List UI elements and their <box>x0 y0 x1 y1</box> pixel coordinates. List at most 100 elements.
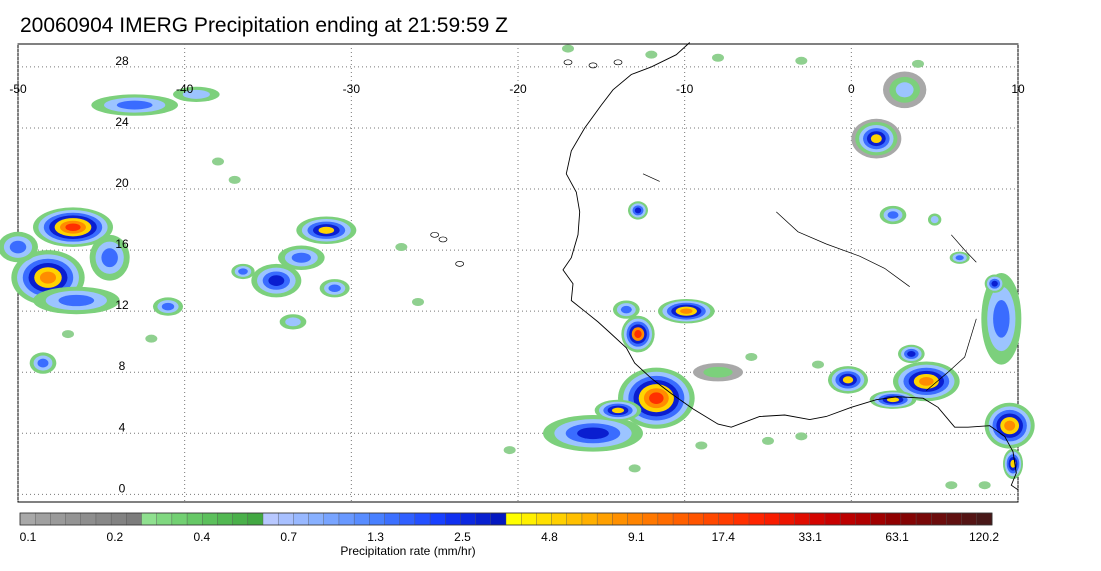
lon-tick-label: -10 <box>676 82 694 96</box>
colorbar-cell <box>657 512 674 526</box>
colorbar-tick-label: 0.1 <box>20 530 37 544</box>
rain-contour <box>919 377 934 386</box>
rain-contour <box>101 248 118 268</box>
coastline <box>430 42 1019 491</box>
colorbar-tick-label: 0.4 <box>193 530 210 544</box>
colorbar-cell <box>369 512 385 526</box>
colorbar-cell <box>551 512 568 526</box>
rain-contour <box>285 317 301 327</box>
lat-tick-label: 8 <box>119 359 126 373</box>
rain-contour <box>116 100 153 110</box>
rain-speck <box>62 330 74 339</box>
colorbar-cell <box>141 512 158 526</box>
lat-tick-label: 4 <box>119 420 126 434</box>
rain-speck <box>145 334 158 343</box>
rain-cell <box>543 414 643 452</box>
rain-contour <box>161 302 175 311</box>
island-outline <box>438 236 448 243</box>
colorbar-cell <box>353 512 370 526</box>
colorbar-cell <box>34 512 51 526</box>
rain-contour <box>703 366 733 378</box>
rain-contour <box>907 350 916 357</box>
precipitation-field <box>0 44 1035 490</box>
colorbar-cell <box>19 512 36 526</box>
colorbar-cell <box>763 512 780 526</box>
rain-cell <box>29 352 57 374</box>
colorbar-cell <box>232 512 249 526</box>
colorbar-tick-label: 63.1 <box>885 530 909 544</box>
rain-contour <box>611 407 625 414</box>
rain-speck <box>945 481 958 490</box>
latitude-labels: 28 24 20 16 12 8 4 0 <box>115 54 129 495</box>
longitude-labels: -50 -40 -30 -20 -10 0 10 <box>9 82 1025 96</box>
colorbar-cell <box>126 512 142 526</box>
colorbar-cell <box>80 512 97 526</box>
colorbar-tick-label: 1.3 <box>367 530 384 544</box>
rain-cell <box>153 297 183 316</box>
colorbar-cells <box>19 512 993 526</box>
colorbar-tick-label: 0.2 <box>107 530 124 544</box>
inland-water-outline <box>642 173 660 182</box>
rain-cell <box>296 216 357 244</box>
colorbar-cell <box>308 512 325 526</box>
rain-contour <box>291 252 311 263</box>
rain-contour <box>895 82 914 98</box>
rain-cell <box>319 279 350 298</box>
rain-contour <box>1004 420 1016 431</box>
colorbar-cell <box>718 512 735 526</box>
rain-contour <box>842 376 854 384</box>
rain-cell <box>984 274 1005 293</box>
inland-water-outline <box>926 318 977 391</box>
rain-contour <box>955 255 964 261</box>
rain-cell <box>613 300 640 319</box>
rain-contour <box>680 308 693 314</box>
rain-speck <box>645 50 658 59</box>
rain-cell <box>949 251 970 264</box>
rain-contour <box>37 358 49 368</box>
colorbar-cell <box>566 512 583 526</box>
rain-contour <box>870 134 882 143</box>
rain-speck <box>562 44 574 53</box>
rain-cell <box>0 231 38 263</box>
inland-water-outline <box>776 211 910 287</box>
colorbar-cell <box>824 512 841 526</box>
colorbar-cell <box>885 512 902 526</box>
island-outline <box>455 260 465 267</box>
rain-cell <box>883 71 927 109</box>
rain-contour <box>268 275 285 286</box>
colorbar-cell <box>50 512 67 526</box>
rain-speck <box>762 436 774 445</box>
rain-speck <box>745 352 758 361</box>
colorbar-cell <box>915 512 932 526</box>
colorbar-tick-label: 9.1 <box>628 530 645 544</box>
africa-coastline <box>562 42 1019 491</box>
colorbar-cell <box>323 512 340 526</box>
lat-tick-label: 24 <box>115 115 129 129</box>
colorbar-tick-label: 120.2 <box>969 530 999 544</box>
lon-tick-label: 0 <box>848 82 855 96</box>
rain-cell <box>89 234 130 281</box>
lat-tick-label: 20 <box>115 176 129 190</box>
rain-contour <box>577 427 609 440</box>
lon-tick-label: 10 <box>1011 82 1025 96</box>
rain-cell <box>693 363 743 382</box>
inland-water-outline <box>951 234 977 263</box>
rain-cell <box>879 205 907 225</box>
lat-tick-label: 28 <box>115 54 129 68</box>
colorbar-title: Precipitation rate (mm/hr) <box>340 544 475 558</box>
rain-cell <box>828 366 868 394</box>
colorbar-cell <box>110 512 127 526</box>
colorbar-cell <box>688 512 704 526</box>
colorbar-cell <box>672 512 689 526</box>
colorbar-frame <box>19 512 993 526</box>
rain-speck <box>228 175 241 184</box>
rain-contour <box>65 223 81 231</box>
rain-cell <box>278 245 325 270</box>
colorbar-cell <box>748 512 765 526</box>
colorbar-cell <box>612 512 628 526</box>
island-outline <box>563 59 573 66</box>
colorbar-cell <box>581 512 598 526</box>
colorbar-cell <box>445 512 461 526</box>
rain-contour <box>328 284 341 293</box>
